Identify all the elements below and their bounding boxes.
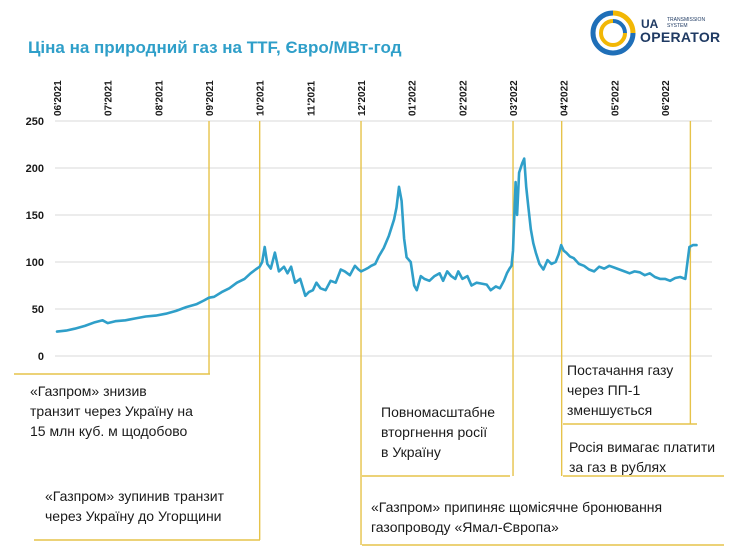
annotation-hungary-transit: «Газпром» зупинив транзит через Україну … bbox=[45, 488, 224, 524]
logo-brand-sub: TRANSMISSION SYSTEM bbox=[667, 17, 706, 29]
annotation-full-scale-invasion: Повномасштабне вторгнення росії в Україн… bbox=[381, 404, 496, 460]
y-tick-label: 100 bbox=[26, 257, 44, 269]
y-tick-label: 50 bbox=[32, 304, 44, 316]
x-tick-label: 02'2022 bbox=[458, 80, 469, 116]
annotation-pp1-supply: Постачання газу через ПП-1 зменшується bbox=[567, 362, 674, 418]
x-tick-label: 12'2021 bbox=[357, 80, 368, 116]
x-tick-label: 06'2022 bbox=[661, 80, 672, 116]
y-tick-label: 200 bbox=[26, 163, 44, 175]
logo-brand-main: OPERATOR bbox=[640, 29, 721, 45]
annotation-yamal-europe: «Газпром» припиняє щомісячне бронювання … bbox=[371, 499, 663, 535]
y-tick-label: 0 bbox=[38, 351, 44, 363]
x-tick-label: 10'2021 bbox=[256, 80, 267, 116]
annotation-rubles-payment: Росія вимагає платити за газ в рублях bbox=[569, 439, 716, 475]
x-tick-label: 05'2022 bbox=[610, 80, 621, 116]
y-tick-label: 150 bbox=[26, 210, 44, 222]
logo-ring-icon bbox=[590, 10, 636, 56]
x-tick-label: 01'2022 bbox=[408, 80, 419, 116]
y-tick-label: 250 bbox=[26, 116, 44, 128]
x-tick-label: 04'2022 bbox=[560, 80, 571, 116]
x-tick-label: 06'2021 bbox=[53, 80, 64, 116]
logo-brand-prefix: UA bbox=[641, 17, 659, 31]
x-tick-label: 08'2021 bbox=[154, 80, 165, 116]
annotation-transit-cut: «Газпром» знизив транзит через Україну н… bbox=[30, 383, 193, 439]
x-tick-label: 11'2021 bbox=[306, 80, 317, 116]
x-tick-label: 07'2021 bbox=[104, 80, 115, 116]
ttf-price-line bbox=[55, 157, 698, 333]
x-tick-label: 09'2021 bbox=[205, 80, 216, 116]
logo: UA TRANSMISSION SYSTEM OPERATOR bbox=[588, 8, 728, 58]
x-tick-label: 03'2022 bbox=[509, 80, 520, 116]
chart-title: Ціна на природний газ на TTF, Євро/МВт-г… bbox=[28, 38, 402, 57]
